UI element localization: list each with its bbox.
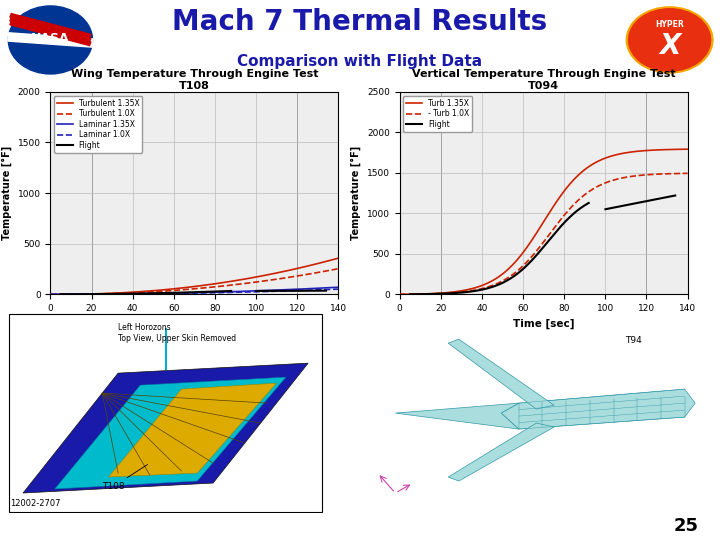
Text: T94: T94 [624, 336, 642, 345]
Text: Mach 7 Thermal Results: Mach 7 Thermal Results [172, 8, 548, 36]
Legend: Turb 1.35X, - Turb 1.0X, Flight: Turb 1.35X, - Turb 1.0X, Flight [403, 96, 472, 132]
Polygon shape [55, 377, 286, 489]
Text: X: X [659, 32, 680, 59]
Polygon shape [501, 389, 696, 429]
FancyArrow shape [10, 21, 91, 45]
FancyArrow shape [8, 33, 93, 47]
X-axis label: Time [sec]: Time [sec] [513, 319, 575, 329]
Polygon shape [23, 363, 308, 493]
Text: Comparison with Flight Data: Comparison with Flight Data [238, 53, 482, 69]
Y-axis label: Temperature [°F]: Temperature [°F] [1, 146, 12, 240]
Legend: Turbulent 1.35X, Turbulent 1.0X, Laminar 1.35X, Laminar 1.0X, Flight: Turbulent 1.35X, Turbulent 1.0X, Laminar… [54, 96, 143, 153]
Title: Vertical Temperature Through Engine Test
T094: Vertical Temperature Through Engine Test… [412, 70, 675, 91]
Text: Left Horozons
Top View, Upper Skin Removed: Left Horozons Top View, Upper Skin Remov… [118, 323, 236, 342]
FancyArrow shape [10, 14, 91, 38]
Title: Wing Temperature Through Engine Test
T108: Wing Temperature Through Engine Test T10… [71, 70, 318, 91]
Y-axis label: Temperature [°F]: Temperature [°F] [351, 146, 361, 240]
Text: 25: 25 [673, 517, 698, 535]
Polygon shape [448, 423, 554, 481]
Circle shape [9, 6, 93, 74]
Ellipse shape [629, 9, 711, 71]
Text: 12002-2707: 12002-2707 [10, 499, 61, 508]
Polygon shape [448, 339, 554, 409]
FancyArrow shape [10, 17, 91, 42]
Text: HYPER: HYPER [655, 21, 684, 29]
Polygon shape [395, 403, 518, 429]
X-axis label: Time [sec]: Time [sec] [163, 319, 225, 329]
Ellipse shape [626, 7, 713, 73]
Polygon shape [109, 383, 276, 477]
Text: T108: T108 [102, 464, 148, 491]
Text: NASA: NASA [31, 31, 70, 45]
